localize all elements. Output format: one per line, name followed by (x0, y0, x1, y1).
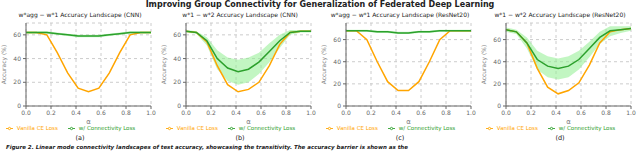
svg-text:0.6: 0.6 (416, 109, 426, 116)
svg-text:0.2: 0.2 (46, 109, 56, 116)
svg-text:0: 0 (17, 102, 21, 109)
html-text:w*agg − w*1 Accuracy Landscape: w*agg − w*1 Accuracy Landscape (CNN) (18, 11, 142, 18)
html-text:Improving Group Connectivity f: Improving Group Connectivity for General… (145, 0, 495, 9)
html-text:Vanilla CE Loss: Vanilla CE Loss (336, 125, 378, 131)
svg-text:0.2: 0.2 (366, 109, 376, 116)
svg-text:40: 40 (493, 58, 501, 65)
html-text:Vanilla CE Loss: Vanilla CE Loss (496, 125, 538, 131)
svg-text:0.6: 0.6 (96, 109, 106, 116)
svg-text:0.8: 0.8 (601, 109, 611, 116)
svg-text:1.0: 1.0 (626, 109, 632, 116)
svg-text:0.4: 0.4 (71, 109, 81, 116)
svg-text:0.4: 0.4 (391, 109, 401, 116)
svg-text:Accuracy (%): Accuracy (%) (8, 45, 9, 85)
html-text:(d): (d) (555, 134, 565, 142)
svg-text:0.0: 0.0 (181, 109, 191, 116)
html-text:(c): (c) (395, 134, 405, 142)
svg-text:0.2: 0.2 (526, 109, 536, 116)
html-text:(b): (b) (235, 134, 245, 142)
svg-text:α: α (246, 118, 251, 126)
svg-text:0.8: 0.8 (281, 109, 291, 116)
svg-text:0.0: 0.0 (501, 109, 511, 116)
html-text:w/ Connectivity Loss: w/ Connectivity Loss (558, 125, 616, 131)
svg-text:0: 0 (497, 102, 501, 109)
svg-text:60: 60 (333, 36, 341, 43)
svg-text:20: 20 (13, 78, 21, 85)
html-text:w/ Connectivity Loss: w/ Connectivity Loss (238, 125, 296, 131)
svg-text:20: 20 (173, 78, 181, 85)
svg-text:0.2: 0.2 (206, 109, 216, 116)
svg-text:1.0: 1.0 (306, 109, 316, 116)
html-text:w*1 − w*2 Accuracy Landscape (: w*1 − w*2 Accuracy Landscape (ResNet20) (494, 11, 626, 18)
svg-text:40: 40 (333, 58, 341, 65)
svg-text:0.4: 0.4 (231, 109, 241, 116)
svg-text:1.0: 1.0 (466, 109, 476, 116)
html-text:w*agg − w*1 Accuracy Landscape: w*agg − w*1 Accuracy Landscape (ResNet20… (330, 11, 470, 18)
svg-text:0: 0 (337, 102, 341, 109)
html-text:w/ Connectivity Loss: w/ Connectivity Loss (398, 125, 456, 131)
html-text:Vanilla CE Loss: Vanilla CE Loss (176, 125, 218, 131)
html-text:Vanilla CE Loss: Vanilla CE Loss (16, 125, 58, 131)
svg-text:1.0: 1.0 (146, 109, 156, 116)
svg-text:40: 40 (13, 55, 21, 62)
svg-text:α: α (566, 118, 571, 126)
svg-text:0.0: 0.0 (341, 109, 351, 116)
html-text:w/ Connectivity Loss: w/ Connectivity Loss (78, 125, 136, 131)
html-text:w*1 − w*2 Accuracy Landscape (: w*1 − w*2 Accuracy Landscape (CNN) (182, 11, 298, 18)
html-text:(a): (a) (75, 134, 85, 142)
svg-text:Accuracy (%): Accuracy (%) (320, 45, 328, 85)
svg-text:0.4: 0.4 (551, 109, 561, 116)
svg-text:0: 0 (177, 102, 181, 109)
svg-text:0.0: 0.0 (21, 109, 31, 116)
svg-text:60: 60 (13, 31, 21, 38)
svg-text:Accuracy (%): Accuracy (%) (160, 45, 168, 85)
svg-text:60: 60 (493, 36, 501, 43)
svg-text:40: 40 (173, 55, 181, 62)
svg-text:Accuracy (%): Accuracy (%) (480, 45, 488, 85)
svg-text:20: 20 (333, 80, 341, 87)
svg-text:20: 20 (493, 80, 501, 87)
svg-text:0.6: 0.6 (576, 109, 586, 116)
svg-text:0.8: 0.8 (121, 109, 131, 116)
svg-text:α: α (86, 118, 91, 126)
svg-text:α: α (406, 118, 411, 126)
svg-text:0.8: 0.8 (441, 109, 451, 116)
html-text:Figure 2. Linear mode connecti: Figure 2. Linear mode connectivity lands… (6, 144, 408, 150)
svg-text:0.6: 0.6 (256, 109, 266, 116)
svg-text:60: 60 (173, 31, 181, 38)
